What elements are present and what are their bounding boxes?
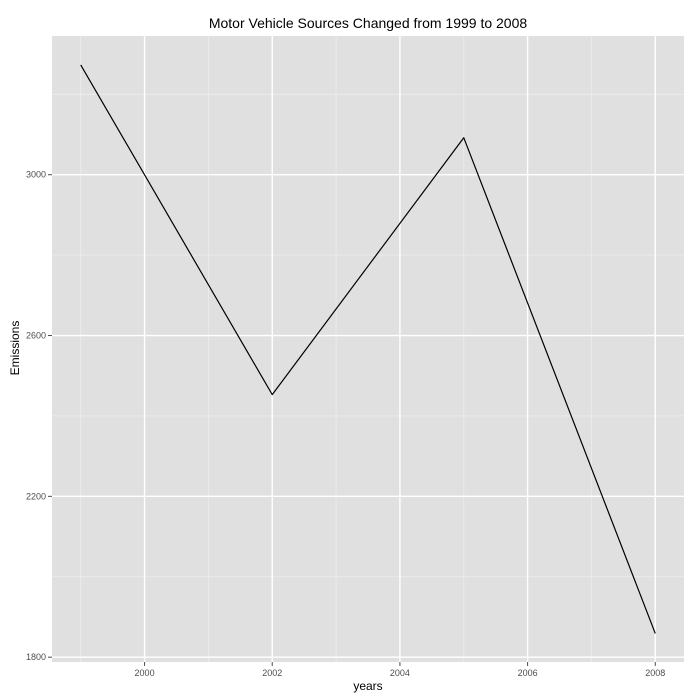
y-axis-title: Emissions xyxy=(8,321,22,376)
plot-panel xyxy=(52,36,684,662)
series-group xyxy=(80,64,656,634)
minor-gridlines xyxy=(52,36,684,662)
major-gridlines xyxy=(52,36,684,662)
x-axis: 2000 2002 2004 2006 2008 xyxy=(135,662,665,678)
x-tick-label: 2002 xyxy=(262,668,282,678)
x-tick-label: 2006 xyxy=(518,668,538,678)
x-axis-title: years xyxy=(353,679,382,693)
y-axis: 1800 2200 2600 3000 xyxy=(26,170,52,662)
y-tick-label: 3000 xyxy=(26,170,46,180)
x-tick-label: 2000 xyxy=(135,668,155,678)
x-tick-label: 2008 xyxy=(645,668,665,678)
y-tick-label: 2200 xyxy=(26,491,46,501)
series-line xyxy=(80,64,656,634)
chart-title: Motor Vehicle Sources Changed from 1999 … xyxy=(209,15,528,31)
y-tick-label: 2600 xyxy=(26,331,46,341)
x-tick-label: 2004 xyxy=(390,668,410,678)
y-tick-label: 1800 xyxy=(26,652,46,662)
